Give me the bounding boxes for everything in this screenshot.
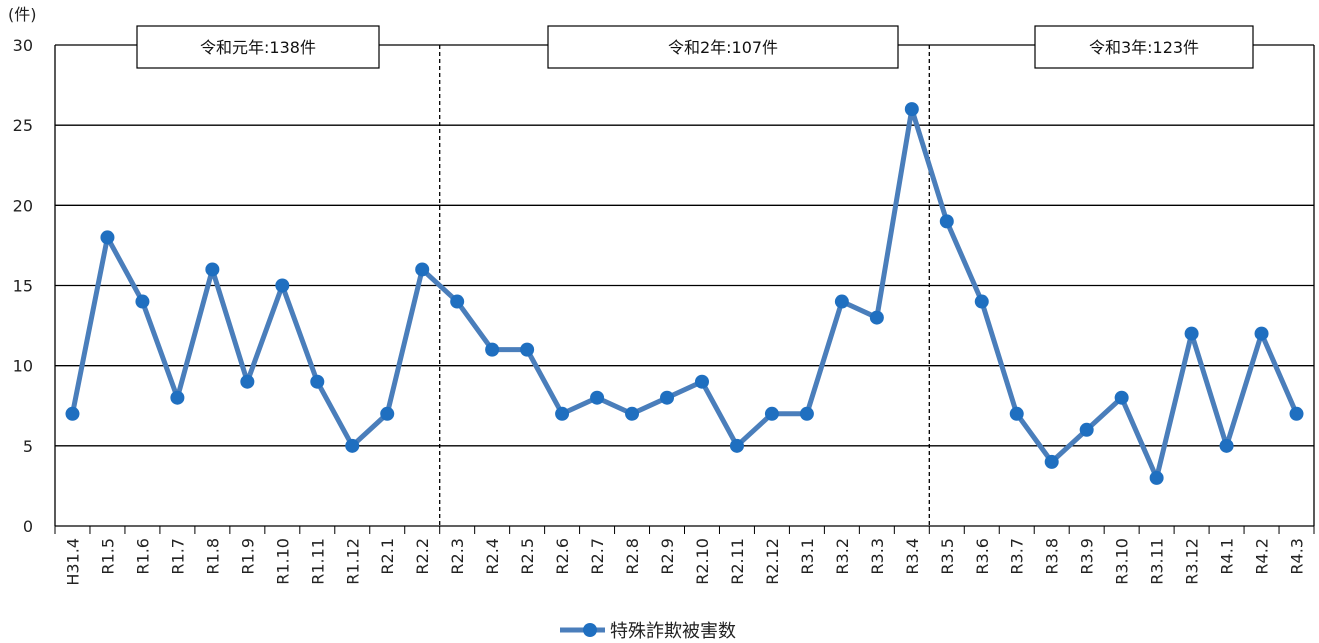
data-point: [380, 406, 395, 421]
y-tick-label: 0: [23, 517, 33, 536]
x-tick-label: R2.9: [658, 538, 677, 575]
y-unit-label: (件): [8, 5, 37, 24]
data-point: [1149, 470, 1164, 485]
series-group: [65, 102, 1304, 485]
data-point: [520, 342, 535, 357]
x-tick-label: R3.3: [868, 538, 887, 575]
y-tick-label: 20: [13, 196, 33, 215]
data-point: [869, 310, 884, 325]
data-point: [799, 406, 814, 421]
y-tick-label: 5: [23, 437, 33, 456]
x-tick-label: R3.9: [1078, 538, 1097, 575]
period-box-label: 令和3年:123件: [1089, 38, 1199, 57]
period-box-3: 令和3年:123件: [1034, 25, 1254, 69]
data-point: [660, 390, 675, 405]
data-point: [1219, 438, 1234, 453]
data-point: [834, 294, 849, 309]
x-tick-label: R1.5: [98, 538, 117, 575]
series-line: [70, 106, 1299, 481]
data-point: [1009, 406, 1024, 421]
data-point: [1184, 326, 1199, 341]
x-tick-label: R2.1: [378, 538, 397, 575]
period-boxes: 令和元年:138件 令和2年:107件 令和3年:123件: [136, 25, 1254, 69]
x-tick-label: R2.4: [483, 538, 502, 575]
data-point: [1079, 422, 1094, 437]
data-point: [1044, 454, 1059, 469]
period-box-label: 令和元年:138件: [200, 38, 316, 57]
data-point: [590, 390, 605, 405]
x-tick-label: R3.6: [973, 538, 992, 575]
x-axis: H31.4 R1.5 R1.6 R1.7 R1.8 R1.9 R1.10 R1.11 R1.12…: [54, 525, 1315, 586]
x-tick-label: R1.10: [273, 538, 292, 585]
x-tick-label: R4.2: [1253, 538, 1272, 575]
x-tick-label: R2.12: [763, 538, 782, 585]
x-tick-label: R3.1: [798, 538, 817, 575]
data-point: [135, 294, 150, 309]
data-point: [450, 294, 465, 309]
data-point: [65, 406, 80, 421]
data-point: [100, 230, 115, 245]
x-tick-label: R2.10: [693, 538, 712, 585]
x-tick-label: R3.7: [1008, 538, 1027, 575]
x-tick-label: R3.12: [1183, 538, 1202, 585]
legend-marker: [583, 623, 597, 637]
x-tick-label: R2.3: [448, 538, 467, 575]
x-tick-label: R4.3: [1288, 538, 1307, 575]
x-tick-label: R2.6: [553, 538, 572, 575]
x-tick-label: R3.11: [1148, 538, 1167, 585]
x-tick-label: R1.6: [133, 538, 152, 575]
data-point: [974, 294, 989, 309]
x-tick-label: R2.7: [588, 538, 607, 575]
period-box-label: 令和2年:107件: [668, 38, 778, 57]
data-point: [729, 438, 744, 453]
x-tick-label: R3.5: [938, 538, 957, 575]
data-point: [1114, 390, 1129, 405]
x-tick-label: R3.10: [1113, 538, 1132, 585]
legend-label: 特殊詐欺被害数: [610, 621, 736, 642]
data-point: [1254, 326, 1269, 341]
data-point: [694, 374, 709, 389]
x-tick-label: R1.12: [343, 538, 362, 585]
x-tick-label: R2.8: [623, 538, 642, 575]
y-tick-label: 30: [13, 36, 33, 55]
data-point: [240, 374, 255, 389]
data-point: [415, 262, 430, 277]
x-tick-label: R1.9: [238, 538, 257, 575]
y-tick-label: 15: [13, 277, 33, 296]
data-point: [345, 438, 360, 453]
y-tick-label: 25: [13, 116, 33, 135]
data-point: [904, 102, 919, 117]
period-box-2: 令和2年:107件: [547, 25, 899, 69]
data-point: [275, 278, 290, 293]
x-tick-label: R4.1: [1218, 538, 1237, 575]
data-point: [939, 214, 954, 229]
x-tick-label: R3.8: [1043, 538, 1062, 575]
data-point: [555, 406, 570, 421]
data-point: [764, 406, 779, 421]
data-point: [625, 406, 640, 421]
y-tick-label: 10: [13, 357, 33, 376]
x-tick-label: R3.2: [833, 538, 852, 575]
x-tick-label: R2.5: [518, 538, 537, 575]
data-point: [310, 374, 325, 389]
x-tick-label: R3.4: [903, 538, 922, 575]
data-point: [1289, 406, 1304, 421]
x-tick-label: R2.11: [728, 538, 747, 585]
x-tick-label: R1.8: [203, 538, 222, 575]
period-box-1: 令和元年:138件: [136, 25, 380, 69]
data-point: [170, 390, 185, 405]
x-tick-label: R2.2: [413, 538, 432, 575]
data-point: [205, 262, 220, 277]
x-tick-label: H31.4: [63, 538, 82, 586]
x-tick-label: R1.7: [168, 538, 187, 575]
y-axis-ticks: 0 5 10 15 20 25 30: [13, 36, 33, 536]
legend: 特殊詐欺被害数: [560, 621, 736, 642]
x-tick-label: R1.11: [308, 538, 327, 585]
gridlines: [54, 44, 1315, 526]
data-point: [485, 342, 500, 357]
